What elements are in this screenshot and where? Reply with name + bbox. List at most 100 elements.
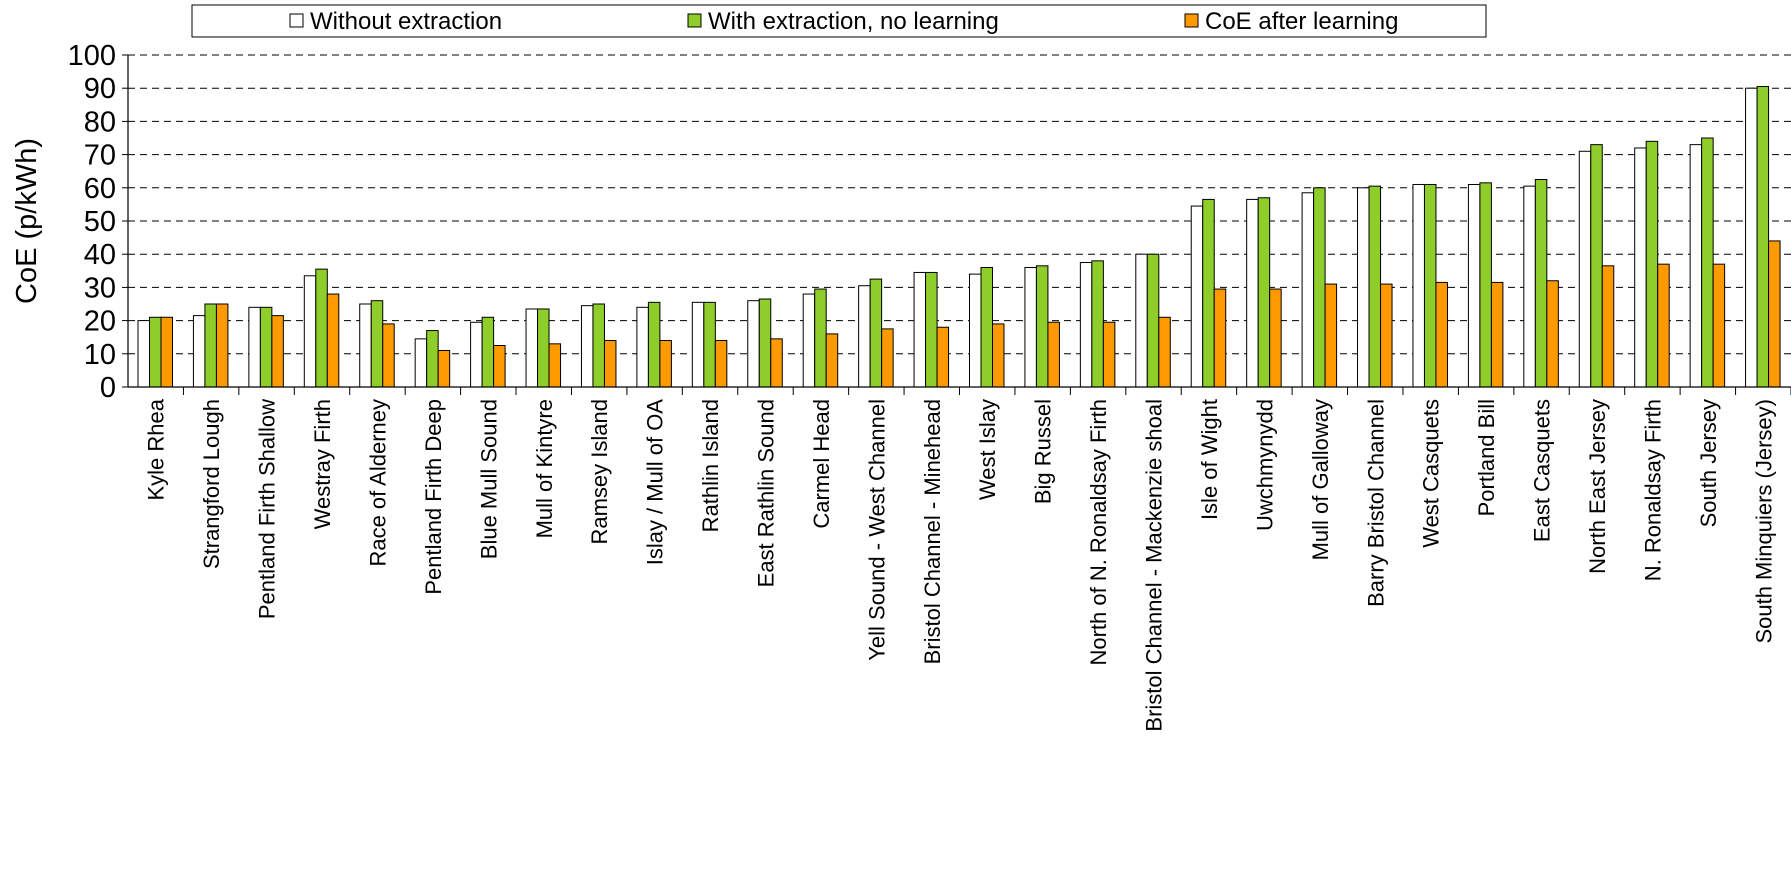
bar <box>426 330 439 388</box>
bar <box>1578 150 1592 388</box>
bar <box>548 343 562 388</box>
bar <box>1158 316 1171 388</box>
x-tick-label: North of N. Ronaldsay Firth <box>1086 399 1111 666</box>
bar <box>936 326 950 388</box>
x-tick-label: Big Russel <box>1031 399 1056 504</box>
bar <box>1357 187 1370 388</box>
legend-box <box>191 4 1487 38</box>
bar <box>691 301 705 388</box>
gridlines <box>128 54 1791 355</box>
bar <box>881 328 894 388</box>
axes <box>122 54 1791 395</box>
y-tick-label: 10 <box>84 339 116 371</box>
y-tick-label: 100 <box>68 40 116 72</box>
bar <box>747 300 760 388</box>
bar <box>1047 321 1060 388</box>
bar <box>537 308 550 388</box>
bar <box>603 340 617 388</box>
bar <box>1634 147 1647 388</box>
bar <box>359 303 372 388</box>
y-tick-label: 30 <box>84 272 116 304</box>
bar <box>1202 198 1215 388</box>
x-tick-label: Pentland Firth Deep <box>421 399 446 595</box>
bar <box>1590 144 1603 388</box>
bar <box>980 266 993 388</box>
x-tick-label: Pentland Firth Shallow <box>255 399 280 619</box>
bar <box>858 285 871 388</box>
bar <box>414 338 428 388</box>
bar <box>215 303 229 388</box>
bar <box>647 301 661 388</box>
bar <box>149 316 162 388</box>
x-tick-label: Bristol Channel - Minehead <box>920 399 945 664</box>
bar <box>326 293 340 388</box>
bar <box>1756 86 1770 388</box>
bar <box>315 268 328 388</box>
x-tick-label: Yell Sound - West Channel <box>864 399 889 661</box>
bar <box>1079 262 1093 388</box>
bar <box>1423 183 1437 388</box>
x-tick-label: Ramsey Island <box>587 399 612 545</box>
legend-label: With extraction, no learning <box>708 8 999 35</box>
bar <box>1324 283 1338 388</box>
bar <box>1035 265 1049 388</box>
x-tick-label: Mull of Galloway <box>1308 399 1333 560</box>
bar <box>1645 140 1659 388</box>
bar <box>925 271 938 388</box>
bar <box>969 273 982 388</box>
bar <box>470 321 483 388</box>
y-axis-title: CoE (p/kWh) <box>11 138 43 304</box>
x-tick-label: Barry Bristol Channel <box>1363 399 1388 607</box>
x-tick-label: South Jersey <box>1696 399 1721 527</box>
bar <box>160 316 173 388</box>
bar <box>1490 281 1504 388</box>
bar <box>913 271 927 388</box>
x-tick-label: Strangford Lough <box>199 399 224 569</box>
bar <box>382 323 395 388</box>
bar <box>1380 283 1393 388</box>
x-tick-label: Carmel Head <box>809 399 834 529</box>
y-tick-label: 40 <box>84 239 116 271</box>
bar <box>659 340 672 388</box>
bar <box>580 305 594 388</box>
x-tick-label: East Casquets <box>1530 399 1555 542</box>
bar <box>636 306 649 388</box>
bar <box>248 306 261 388</box>
x-tick-label: Isle of Wight <box>1197 399 1222 520</box>
bar <box>1601 265 1615 388</box>
bar <box>1479 182 1492 388</box>
bar <box>1412 183 1425 388</box>
bar <box>481 316 495 388</box>
bar <box>1213 288 1227 388</box>
bar <box>271 315 284 388</box>
bar <box>1657 263 1670 388</box>
bar <box>592 303 605 388</box>
bar <box>1689 144 1703 388</box>
bar <box>437 349 451 388</box>
x-tick-label: Bristol Channel - Mackenzie shoal <box>1142 399 1167 732</box>
legend-swatch <box>1184 13 1199 28</box>
x-tick-label: East Rathlin Sound <box>753 399 778 587</box>
y-tick-label: 50 <box>84 206 116 238</box>
x-tick-label: South Minquiers (Jersey) <box>1751 399 1776 644</box>
bar <box>1712 263 1726 388</box>
bar <box>1768 240 1781 388</box>
bar <box>493 345 506 388</box>
bar <box>1135 253 1148 388</box>
bar <box>1190 205 1204 388</box>
bar <box>303 275 317 388</box>
x-tick-label: Race of Alderney <box>365 399 390 567</box>
bar <box>192 315 206 388</box>
bar <box>869 278 883 388</box>
x-tick-label: West Islay <box>975 399 1000 500</box>
bar <box>1301 192 1315 388</box>
bar <box>1257 197 1271 388</box>
x-tick-label: N. Ronaldsay Firth <box>1640 399 1665 581</box>
x-tick-label: Uwchmynydd <box>1252 399 1277 531</box>
bar <box>1024 266 1037 388</box>
bar <box>1091 260 1104 388</box>
legend-swatch <box>687 13 702 28</box>
bar <box>1435 281 1448 388</box>
